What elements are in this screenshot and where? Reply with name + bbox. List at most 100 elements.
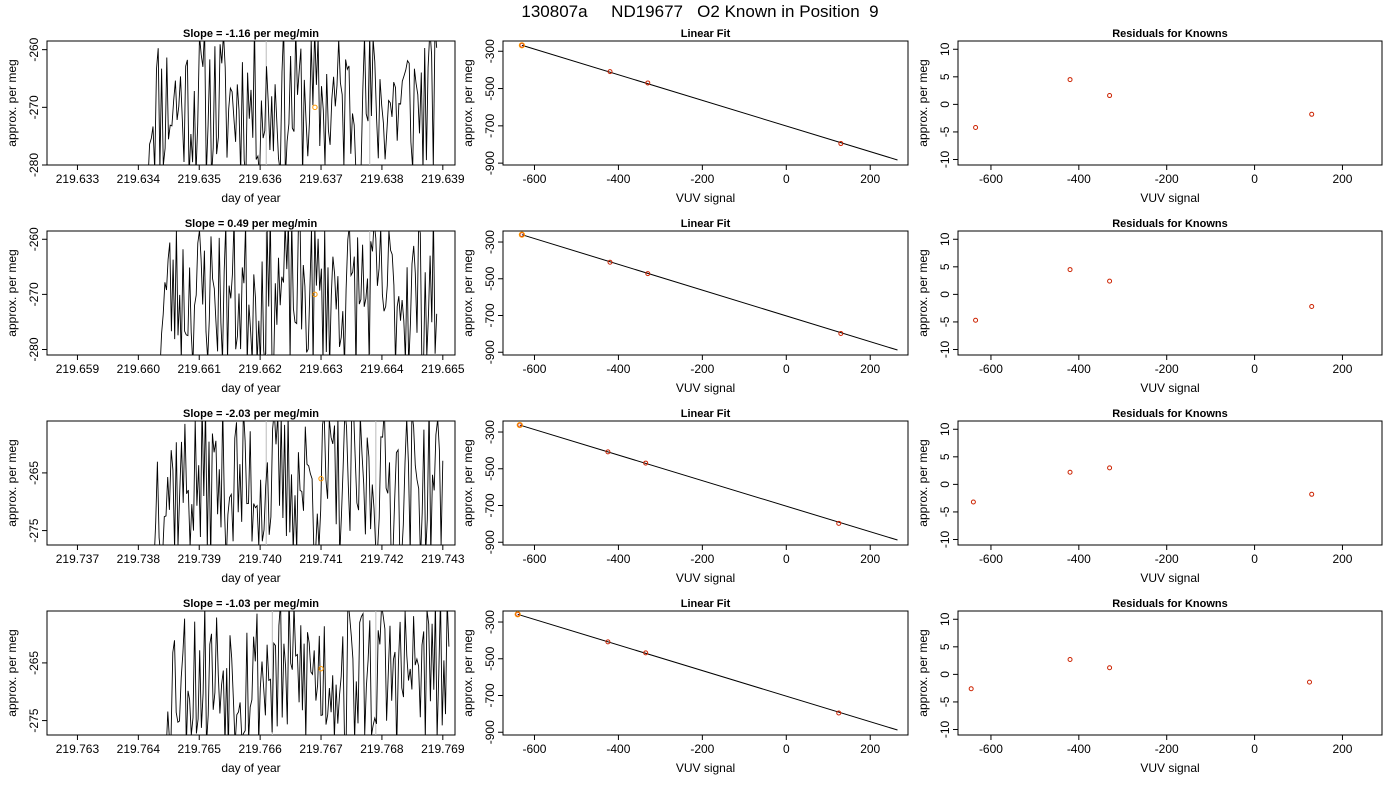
y-tick-label: -10 bbox=[938, 720, 952, 738]
x-tick-label: 219.663 bbox=[299, 362, 343, 376]
data-point bbox=[519, 232, 525, 238]
data-point bbox=[605, 449, 611, 455]
plot-frame bbox=[957, 230, 1383, 356]
x-tick-label: 0 bbox=[1251, 742, 1258, 756]
plot-frame bbox=[502, 40, 909, 166]
y-axis-label: approx. per meg bbox=[461, 249, 475, 336]
plot-frame bbox=[957, 610, 1383, 736]
x-tick-label: -200 bbox=[690, 552, 714, 566]
x-tick-label: -400 bbox=[606, 172, 630, 186]
panel-title: Slope = 0.49 per meg/min bbox=[185, 218, 318, 230]
fit-line bbox=[521, 44, 898, 161]
y-tick-label: -500 bbox=[483, 456, 497, 480]
y-tick-label: -300 bbox=[483, 230, 497, 254]
plot-frame bbox=[46, 230, 456, 356]
x-tick-label: 219.765 bbox=[178, 742, 222, 756]
known-point-marker bbox=[518, 42, 525, 49]
x-tick-label: -400 bbox=[1067, 552, 1091, 566]
panel-title: Slope = -1.03 per meg/min bbox=[183, 598, 319, 610]
y-tick-label: -300 bbox=[483, 420, 497, 444]
x-tick-label: -600 bbox=[522, 742, 546, 756]
y-tick-label: -260 bbox=[27, 37, 41, 61]
y-tick-label: -260 bbox=[27, 227, 41, 251]
trace-line bbox=[166, 611, 450, 735]
x-axis-label: VUV signal bbox=[1140, 191, 1199, 205]
y-tick-label: 10 bbox=[938, 612, 952, 626]
x-tick-label: -600 bbox=[979, 362, 1003, 376]
data-point bbox=[836, 520, 842, 526]
x-tick-label: 219.634 bbox=[117, 172, 161, 186]
y-tick-label: -500 bbox=[483, 646, 497, 670]
x-tick-label: 0 bbox=[783, 552, 790, 566]
data-point bbox=[973, 125, 979, 131]
x-tick-label: 200 bbox=[860, 172, 880, 186]
plot-frame bbox=[957, 40, 1383, 166]
trace-line bbox=[160, 231, 438, 355]
x-tick-label: -200 bbox=[1155, 362, 1179, 376]
data-point bbox=[838, 331, 844, 337]
panel-title: Linear Fit bbox=[681, 598, 731, 610]
x-tick-label: 219.635 bbox=[178, 172, 222, 186]
data-point bbox=[836, 710, 842, 716]
panel-r4-c3: Residuals for Knowns -600 -400 -200 0 200 10 5 0… bbox=[916, 598, 1383, 775]
y-tick-label: -5 bbox=[938, 126, 952, 137]
y-axis-label: approx. per meg bbox=[916, 629, 930, 716]
x-tick-label: -600 bbox=[979, 552, 1003, 566]
data-point bbox=[1309, 491, 1315, 497]
x-tick-label: 0 bbox=[1251, 172, 1258, 186]
known-point-marker bbox=[318, 475, 324, 482]
data-point bbox=[1067, 469, 1073, 475]
x-tick-label: -400 bbox=[606, 552, 630, 566]
x-tick-label: 219.738 bbox=[117, 552, 161, 566]
data-point bbox=[645, 80, 651, 86]
x-tick-label: 219.633 bbox=[56, 172, 100, 186]
y-tick-label: -900 bbox=[483, 151, 497, 175]
x-axis-label: day of year bbox=[221, 381, 280, 395]
x-axis-label: day of year bbox=[221, 191, 280, 205]
x-tick-label: 219.742 bbox=[360, 552, 404, 566]
y-tick-label: -5 bbox=[938, 316, 952, 327]
panel-title: Residuals for Knowns bbox=[1112, 218, 1228, 230]
y-tick-label: -270 bbox=[27, 282, 41, 306]
y-tick-label: -280 bbox=[27, 337, 41, 361]
x-tick-label: 200 bbox=[1332, 552, 1352, 566]
panel-r3-c1: Slope = -2.03 per meg/min 219.737 219.738 2… bbox=[5, 408, 465, 585]
x-tick-label: -400 bbox=[1067, 742, 1091, 756]
y-tick-label: -900 bbox=[483, 340, 497, 364]
y-tick-label: -10 bbox=[938, 340, 952, 358]
x-tick-label: 219.660 bbox=[117, 362, 161, 376]
x-tick-label: 200 bbox=[860, 552, 880, 566]
data-point bbox=[643, 650, 649, 656]
x-tick-label: 219.763 bbox=[56, 742, 100, 756]
data-point bbox=[515, 611, 521, 617]
y-axis-label: approx. per meg bbox=[5, 629, 19, 716]
x-tick-label: -600 bbox=[979, 742, 1003, 756]
x-tick-label: 219.764 bbox=[117, 742, 161, 756]
data-point bbox=[1067, 656, 1073, 662]
trace-line bbox=[154, 421, 444, 545]
y-tick-label: -500 bbox=[483, 76, 497, 100]
plot-frame bbox=[46, 420, 456, 546]
data-point bbox=[970, 499, 976, 505]
x-tick-label: 200 bbox=[1332, 742, 1352, 756]
data-point bbox=[838, 141, 844, 147]
figure-title: 130807a ND19677 O2 Known in Position 9 bbox=[521, 2, 879, 21]
data-point bbox=[1107, 278, 1113, 284]
x-tick-label: 200 bbox=[1332, 362, 1352, 376]
plot-frame bbox=[502, 230, 909, 356]
data-point bbox=[605, 639, 611, 645]
panel-r1-c1: Slope = -1.16 per meg/min 219.633 219.634 2… bbox=[5, 28, 465, 205]
x-tick-label: 219.636 bbox=[238, 172, 282, 186]
x-tick-label: -200 bbox=[690, 742, 714, 756]
y-axis-label: approx. per meg bbox=[461, 439, 475, 526]
y-tick-label: -270 bbox=[27, 95, 41, 119]
y-tick-label: 10 bbox=[938, 42, 952, 56]
x-tick-label: -400 bbox=[1067, 172, 1091, 186]
known-point-marker bbox=[518, 231, 525, 238]
x-tick-label: 219.637 bbox=[299, 172, 343, 186]
data-point bbox=[517, 422, 523, 428]
x-tick-label: -600 bbox=[522, 552, 546, 566]
data-point bbox=[1067, 267, 1073, 273]
panel-r1-c2: Linear Fit -600 -400 -200 0 200 -300 -500 -700 -9… bbox=[461, 28, 909, 205]
